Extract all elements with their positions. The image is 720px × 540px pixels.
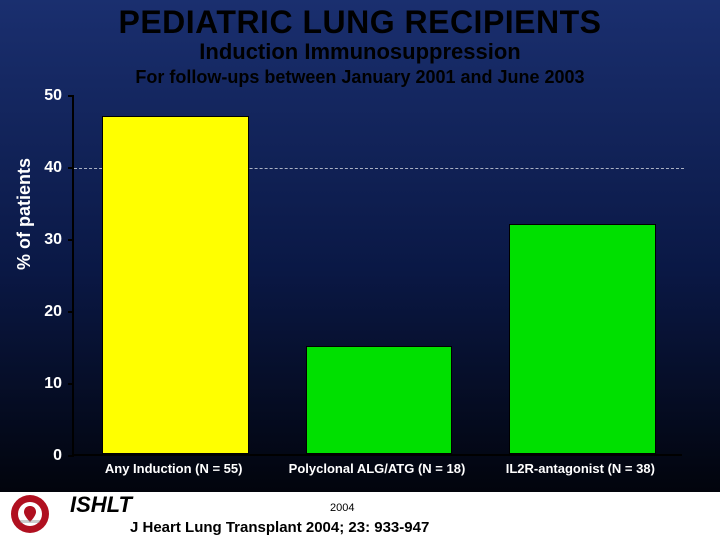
org-label: ISHLT <box>70 492 132 518</box>
ytick-mark <box>68 455 74 457</box>
chart-area: 01020304050Any Induction (N = 55)Polyclo… <box>72 96 682 456</box>
category-label: Polyclonal ALG/ATG (N = 18) <box>275 461 478 476</box>
ytick-mark <box>68 311 74 313</box>
subtitle: Induction Immunosuppression <box>0 39 720 65</box>
ytick-label: 50 <box>22 87 62 105</box>
footer: ISHLT 2004 J Heart Lung Transplant 2004;… <box>0 492 720 540</box>
ytick-label: 30 <box>22 231 62 249</box>
ytick-label: 40 <box>22 159 62 177</box>
category-label: Any Induction (N = 55) <box>72 461 275 476</box>
range-line: For follow-ups between January 2001 and … <box>0 67 720 88</box>
ishlt-logo <box>10 494 50 534</box>
bar <box>102 116 248 454</box>
ytick-label: 10 <box>22 375 62 393</box>
ytick-label: 20 <box>22 303 62 321</box>
main-title: PEDIATRIC LUNG RECIPIENTS <box>0 4 720 41</box>
plot-box <box>72 96 682 456</box>
slide: PEDIATRIC LUNG RECIPIENTS Induction Immu… <box>0 0 720 540</box>
category-label: IL2R-antagonist (N = 38) <box>479 461 682 476</box>
ytick-mark <box>68 95 74 97</box>
title-block: PEDIATRIC LUNG RECIPIENTS Induction Immu… <box>0 4 720 88</box>
bar <box>306 346 452 454</box>
ytick-mark <box>68 239 74 241</box>
year-label: 2004 <box>330 502 354 514</box>
citation: J Heart Lung Transplant 2004; 23: 933-94… <box>130 519 429 536</box>
bar <box>509 224 655 454</box>
ytick-mark <box>68 383 74 385</box>
ytick-label: 0 <box>22 447 62 465</box>
